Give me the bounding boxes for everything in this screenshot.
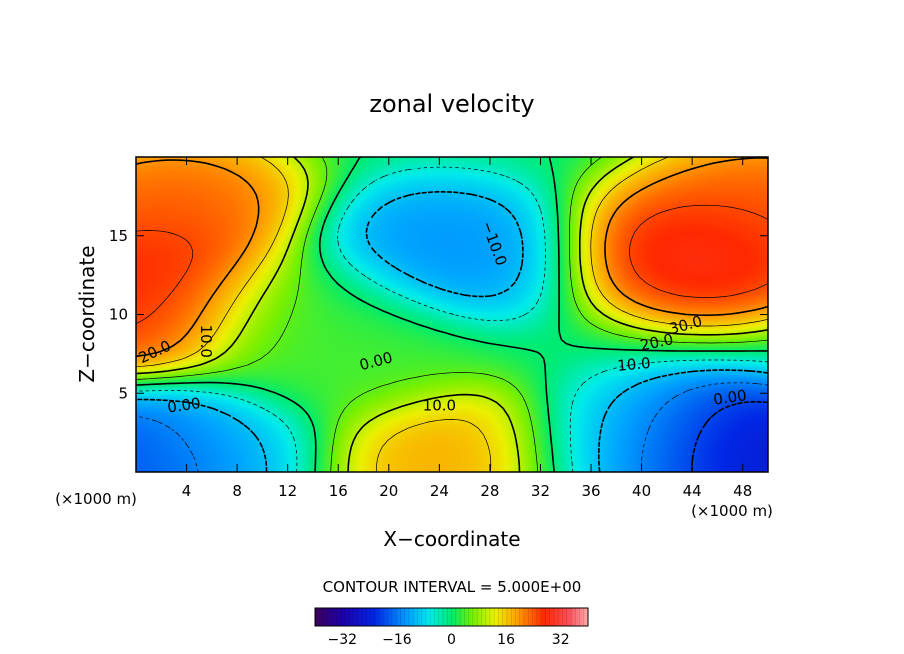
- colorbar-tick-label: 16: [497, 632, 515, 648]
- x-axis-label: X−coordinate: [383, 527, 520, 551]
- x-tick-label: 16: [329, 482, 348, 500]
- colorbar: −32 −16 0 16 32: [314, 607, 589, 648]
- contour-line: [136, 191, 768, 472]
- contour-interval-note: CONTOUR INTERVAL = 5.000E+00: [323, 578, 582, 596]
- y-tick-label: 10: [109, 306, 128, 324]
- colorbar-frame: [314, 607, 589, 627]
- contour-line: [136, 166, 768, 472]
- contour-label: 0.00: [712, 386, 748, 408]
- x-tick-label: 12: [278, 482, 297, 500]
- contour-plot-area: 20.0 10.00.000.00 10.0−10.030.020.010.00.0…: [135, 156, 769, 473]
- contour-line: [136, 157, 768, 472]
- contour-label: 0.00: [166, 394, 202, 416]
- x-tick-label: 48: [733, 482, 752, 500]
- x-tick-label: 8: [232, 482, 242, 500]
- y-tick-label: 15: [109, 227, 128, 245]
- contour-line: [136, 157, 768, 472]
- contour-line: [136, 157, 768, 472]
- x-tick-label: 32: [531, 482, 550, 500]
- x-tick-label: 24: [430, 482, 449, 500]
- contour-label: 10.0: [423, 396, 456, 414]
- colorbar-stripes: [318, 608, 585, 626]
- x-tick-label: 40: [632, 482, 651, 500]
- y-axis-label: Z−coordinate: [75, 245, 99, 382]
- contour-line: [136, 157, 768, 358]
- contour-lines: [136, 157, 768, 472]
- colorbar-tick-label: 0: [447, 632, 456, 648]
- colorbar-tick-label: −16: [382, 632, 412, 648]
- contour-label: 10.0: [197, 325, 215, 358]
- colorbar-tick-label: −32: [328, 632, 358, 648]
- x-unit-right: (×1000 m): [691, 502, 773, 520]
- colorbar-gradient: [315, 608, 588, 626]
- contour-line: [136, 204, 768, 324]
- velocity-color-field: [136, 157, 768, 472]
- colorbar-ticks: −32 −16 0 16 32: [328, 632, 570, 648]
- y-tick-label: 5: [118, 384, 128, 402]
- colorbar-tick-label: 32: [552, 632, 570, 648]
- x-axis-ticks: 4 8 12 16 20 24 28 32 36 40 44 48: [182, 157, 752, 500]
- x-tick-label: 28: [480, 482, 499, 500]
- x-tick-label: 36: [581, 482, 600, 500]
- contour-line: [136, 157, 768, 472]
- x-tick-label: 20: [379, 482, 398, 500]
- x-tick-label: 4: [182, 482, 192, 500]
- x-tick-label: 44: [683, 482, 702, 500]
- x-unit-left: (×1000 m): [55, 490, 137, 508]
- contour-label: 10.0: [617, 354, 652, 375]
- contour-line: [136, 382, 768, 472]
- chart-title: zonal velocity: [369, 90, 534, 118]
- y-axis-ticks: 5 10 15: [109, 227, 768, 402]
